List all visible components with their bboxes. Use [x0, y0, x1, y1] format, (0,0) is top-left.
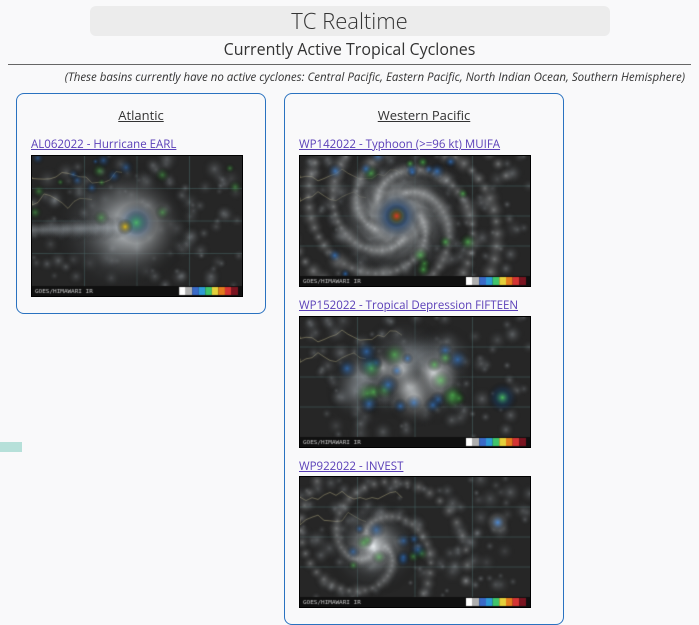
basins-row: Atlantic AL062022 - Hurricane EARL Weste… — [8, 93, 691, 625]
divider — [8, 64, 691, 65]
basin-atlantic: Atlantic AL062022 - Hurricane EARL — [16, 93, 266, 314]
storm-link-wp142022[interactable]: WP142022 - Typhoon (>=96 kt) MUIFA — [299, 138, 500, 152]
storm-item: WP922022 - INVEST — [299, 456, 549, 609]
storm-link-wp152022[interactable]: WP152022 - Tropical Depression FIFTEEN — [299, 299, 518, 313]
storm-item: AL062022 - Hurricane EARL — [31, 134, 251, 297]
sat-thumb-wp142022[interactable] — [299, 155, 549, 287]
storm-link-wp922022[interactable]: WP922022 - INVEST — [299, 460, 403, 474]
basin-title-wp: Western Pacific — [299, 106, 549, 124]
storm-item: WP152022 - Tropical Depression FIFTEEN — [299, 295, 549, 448]
page-title: TC Realtime — [90, 6, 610, 36]
empty-basins-note: (These basins currently have no active c… — [8, 67, 691, 93]
sat-thumb-wp152022[interactable] — [299, 316, 549, 448]
sat-thumb-wp922022[interactable] — [299, 476, 549, 608]
basin-western-pacific: Western Pacific WP142022 - Typhoon (>=96… — [284, 93, 564, 625]
storm-link-al062022[interactable]: AL062022 - Hurricane EARL — [31, 138, 176, 152]
sat-thumb-al062022[interactable] — [31, 155, 251, 297]
storm-item: WP142022 - Typhoon (>=96 kt) MUIFA — [299, 134, 549, 287]
basin-title-atlantic: Atlantic — [31, 106, 251, 124]
page-subtitle: Currently Active Tropical Cyclones — [8, 38, 691, 60]
selection-artifact — [0, 442, 22, 452]
